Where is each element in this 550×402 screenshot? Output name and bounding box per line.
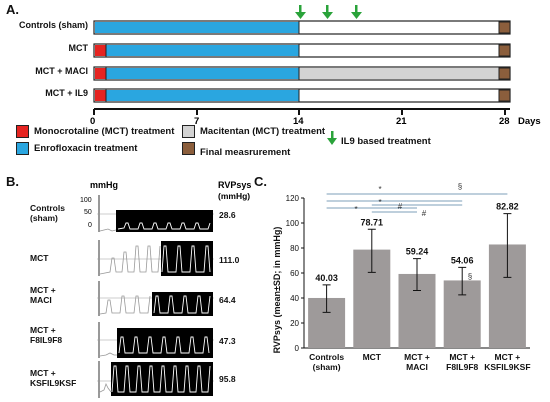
value-label: 40.03 [315, 273, 338, 283]
y-tick-label: 80 [290, 244, 299, 253]
axis-tick-0: 0 [90, 116, 96, 127]
panel-c-letter: C. [254, 174, 267, 189]
rvpsys-value-mct-f8il9f8: 47.3 [219, 336, 236, 346]
rvpsys-unit: (mmHg) [218, 191, 251, 201]
trace-label-mct-ksfil9ksf: MCT + KSFIL9KSF [30, 368, 77, 388]
group-label-controls: Controls (sham) [18, 20, 88, 30]
rvpsys-value-mct-ksfil9ksf: 95.8 [219, 374, 236, 384]
rvpsys-value-controls: 28.6 [219, 210, 236, 220]
rvpsys-value-mct: 111.0 [219, 255, 240, 265]
significance-mark: * [378, 185, 381, 194]
axis-tick-7: 7 [194, 116, 200, 127]
timeline-row-mct [93, 43, 511, 58]
significance-brackets: * * * # # § § [326, 182, 508, 281]
scale-label-50: 50 [84, 209, 92, 216]
y-tick-label: 40 [290, 294, 299, 303]
significance-mark: § [468, 272, 472, 281]
group-label-mct-maci: MCT + MACI [35, 66, 88, 76]
significance-mark: # [398, 202, 403, 211]
trace-label-mct-maci: MCT + MACI [30, 285, 56, 305]
pressure-trace-mct [97, 240, 214, 276]
y-tick-label: 120 [286, 194, 300, 203]
value-label: 59.24 [406, 247, 429, 257]
axis-tick-14: 14 [293, 116, 304, 127]
trace-label-controls: Controls (sham) [30, 203, 65, 223]
category-label: MCT [362, 352, 381, 362]
trace-label-mct-f8il9f8: MCT + F8IL9F8 [30, 325, 63, 345]
value-label: 78.71 [361, 217, 384, 227]
il9-arrow-icon [295, 5, 306, 19]
timeline-axis [93, 108, 510, 115]
category-label: MCT + F8IL9F8 [446, 352, 479, 372]
y-tick-label: 60 [290, 269, 299, 278]
panel-b-letter: B. [6, 174, 19, 189]
legend-swatch-final [182, 142, 195, 155]
y-tick-label: 0 [295, 344, 300, 353]
legend-label-il9: IL9 based treatment [341, 136, 431, 147]
il9-arrow-icon [351, 5, 362, 19]
category-label: Controls (sham) [309, 352, 345, 372]
significance-mark: § [458, 182, 462, 191]
legend-label-enrofloxacin: Enrofloxacin treatment [34, 143, 138, 154]
pressure-trace-mct-maci [97, 281, 214, 316]
pressure-trace-controls [97, 195, 214, 232]
axis-tick-21: 21 [396, 116, 407, 127]
category-label: MCT + MACI [404, 352, 430, 372]
timeline-row-controls [93, 20, 511, 35]
group-label-mct: MCT [68, 43, 89, 53]
legend-il9-arrow-icon [327, 131, 337, 145]
rvpsys-value-mct-maci: 64.4 [219, 295, 236, 305]
legend-label-mct: Monocrotaline (MCT) treatment [34, 126, 175, 137]
scale-label-100: 100 [80, 197, 92, 204]
pressure-trace-mct-f8il9f8 [97, 322, 214, 358]
legend-swatch-mct [16, 125, 29, 138]
scale-label-0: 0 [88, 222, 92, 229]
y-tick-label: 100 [286, 219, 300, 228]
timeline-svg [93, 5, 511, 115]
trace-label-mct: MCT [30, 253, 49, 263]
significance-mark: * [378, 198, 381, 207]
timeline-row-mct-maci [93, 66, 511, 81]
rvpsys-header: RVPsys [218, 180, 252, 190]
axis-tick-28: 28 [499, 116, 510, 127]
legend-label-final: Final measrurement [200, 147, 291, 158]
legend-swatch-enrofloxacin [16, 142, 29, 155]
value-label: 54.06 [451, 255, 474, 265]
legend-swatch-macitentan [182, 125, 195, 138]
timeline-row-mct-il9 [93, 88, 511, 103]
panel-a-letter: A. [6, 2, 19, 17]
trace-unit: mmHg [90, 180, 119, 190]
group-label-mct-il9: MCT + IL9 [45, 88, 88, 98]
category-label: MCT + KSFIL9KSF [484, 352, 531, 372]
y-axis-label: RVPsys (mean±SD; in mmHg) [272, 227, 282, 354]
significance-mark: * [354, 205, 357, 214]
pressure-trace-mct-ksfil9ksf [97, 361, 214, 398]
bars: 40.03 78.71 59.24 54.06 82.82 [308, 202, 526, 348]
legend-label-macitentan: Macitentan (MCT) treatment [200, 126, 326, 137]
y-tick-label: 20 [290, 319, 299, 328]
axis-unit-days: Days [518, 116, 541, 127]
significance-mark: # [422, 209, 427, 218]
il9-arrow-icon [322, 5, 333, 19]
value-label: 82.82 [496, 202, 519, 212]
